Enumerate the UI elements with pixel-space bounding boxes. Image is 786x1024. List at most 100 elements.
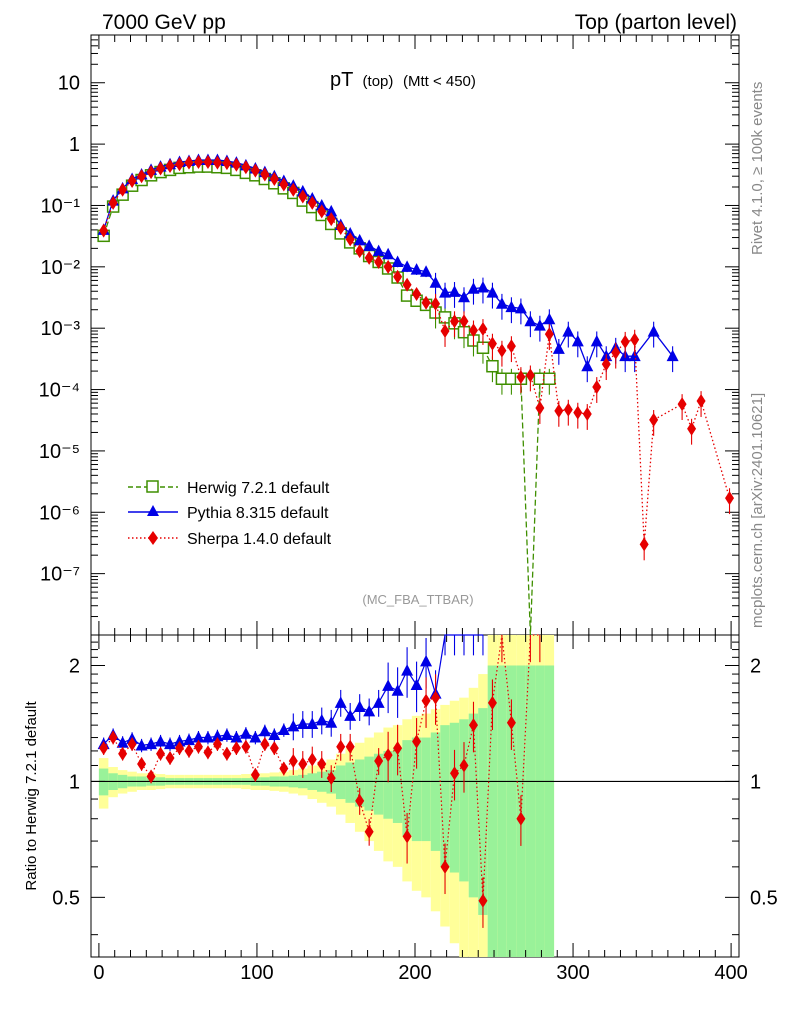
ratio-point-1 [459, 758, 469, 773]
ratio-point-0 [391, 684, 404, 696]
series-point-2 [516, 370, 526, 385]
series-point-2 [184, 155, 194, 170]
band-green-bin [421, 737, 431, 842]
ratio-point-1 [108, 730, 118, 745]
series-point-1 [457, 290, 470, 303]
ratio-point-1 [307, 752, 317, 767]
series-point-2 [156, 161, 166, 176]
ratio-point-1 [222, 746, 232, 761]
band-green-bin [383, 750, 393, 819]
band-green-bin [345, 762, 355, 803]
series-point-2 [639, 537, 649, 552]
series-point-1 [666, 349, 679, 362]
series-point-2 [506, 339, 516, 354]
series-point-1 [372, 244, 385, 257]
series-point-1 [590, 334, 603, 347]
band-green-bin [525, 665, 536, 957]
y-tick-label: 10 [58, 73, 80, 95]
ratio-point-1 [402, 829, 412, 844]
header-right: Top (parton level) [575, 11, 737, 34]
ratio-point-0 [344, 709, 357, 721]
y-tick-label: 10⁻³ [41, 318, 81, 340]
ratio-point-0 [211, 729, 224, 742]
ratio-point-1 [431, 690, 441, 705]
band-green-bin [430, 732, 441, 851]
ratio-y-tick-label: 1 [69, 771, 80, 793]
band-green-bin [335, 765, 346, 800]
ratio-point-1 [393, 741, 403, 756]
series-point-1 [524, 314, 537, 327]
ratio-point-1 [487, 695, 497, 710]
ratio-point-1 [137, 756, 147, 771]
band-green-bin [506, 665, 517, 957]
legend: Herwig 7.2.1 default Pythia 8.315 defaul… [128, 480, 332, 548]
band-green-bin [497, 665, 507, 957]
series-point-2 [450, 314, 460, 329]
series-point-2 [393, 269, 403, 284]
ratio-point-0 [315, 713, 328, 726]
uncertainty-band [98, 635, 555, 957]
series-point-2 [146, 165, 156, 180]
series-point-2 [118, 182, 128, 197]
series-point-2 [402, 277, 412, 292]
ratio-point-0 [306, 717, 319, 729]
series-point-2 [222, 156, 232, 171]
series-point-2 [620, 334, 630, 349]
x-tick-label: 0 [93, 962, 104, 984]
x-tick-label: 100 [240, 962, 273, 984]
band-green-bin [468, 713, 479, 898]
ratio-y-tick-label-right: 0.5 [750, 887, 778, 909]
y-tick-label: 1 [69, 134, 80, 156]
ratio-point-1 [468, 718, 478, 733]
band-green-bin [373, 753, 384, 815]
ratio-point-0 [410, 678, 423, 690]
series-point-2 [601, 357, 611, 372]
ratio-point-1 [298, 756, 308, 771]
series-point-1 [486, 286, 499, 298]
ratio-point-1 [127, 737, 137, 752]
y-tick-label: 10⁻⁵ [39, 441, 80, 463]
ratio-point-1 [383, 748, 393, 763]
ratio-point-1 [156, 746, 166, 761]
series-point-1 [325, 204, 338, 217]
ratio-point-0 [145, 737, 158, 750]
band-green-bin [392, 748, 403, 823]
ratio-point-1 [450, 766, 460, 781]
band-green-bin [402, 740, 412, 837]
side-text-bottom: mcplots.cern.ch [arXiv:2401.10621] [749, 393, 766, 628]
legend-pythia-marker [147, 505, 159, 516]
series-point-0 [543, 372, 556, 385]
ratio-point-1 [355, 793, 365, 808]
plot-title: pT (top) (Mtt < 450) [330, 69, 476, 91]
ratio-point-1 [317, 756, 327, 771]
series-point-1 [505, 300, 518, 313]
plot-title-main: pT [330, 69, 353, 91]
series-point-1 [571, 334, 584, 347]
x-tick-label: 300 [556, 962, 589, 984]
series-point-2 [468, 323, 478, 338]
ratio-point-0 [192, 731, 205, 743]
ratio-point-1 [118, 746, 128, 761]
y-tick-label: 10⁻² [41, 257, 81, 279]
ratio-point-0 [268, 728, 281, 740]
series-point-1 [420, 265, 433, 277]
series-point-2 [364, 250, 374, 265]
series-point-2 [355, 244, 365, 259]
series-point-2 [554, 403, 564, 418]
series-point-2 [374, 254, 384, 269]
series-point-1 [429, 276, 442, 288]
header-left: 7000 GeV pp [102, 11, 226, 34]
ratio-point-1 [288, 753, 298, 768]
series-point-2 [241, 160, 251, 175]
ratio-point-0 [287, 719, 300, 732]
series-point-2 [298, 189, 308, 204]
plot-title-sub1: (top) [363, 73, 394, 90]
ratio-point-1 [269, 741, 279, 756]
ratio-point-1 [99, 741, 109, 756]
ratio-y-tick-label-right: 2 [750, 655, 761, 677]
x-tick-label: 200 [398, 962, 431, 984]
series-point-2 [345, 232, 355, 247]
band-green-bin [354, 759, 365, 807]
ratio-point-1 [364, 824, 374, 839]
series-point-2 [108, 195, 118, 210]
